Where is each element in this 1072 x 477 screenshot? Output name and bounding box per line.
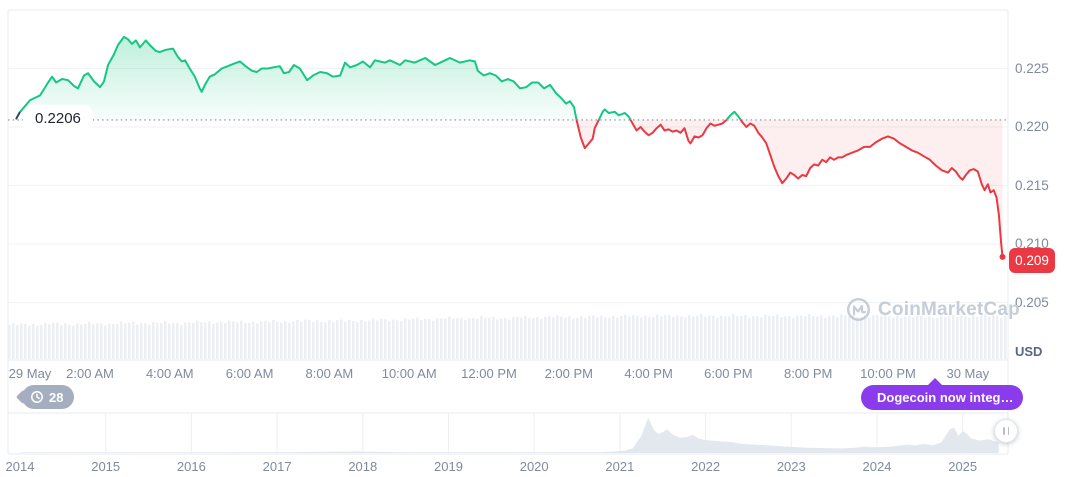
x-axis-label: 8:00 AM bbox=[305, 366, 354, 381]
year-label: 2019 bbox=[434, 459, 463, 474]
year-label: 2022 bbox=[691, 459, 721, 474]
y-axis-label: 0.220 bbox=[1015, 119, 1049, 134]
x-axis-label: 29 May bbox=[8, 366, 52, 381]
x-axis-label: 10:00 PM bbox=[860, 366, 916, 381]
cta-label: Dogecoin now integ… bbox=[877, 390, 1014, 405]
coinmarketcap-watermark: CoinMarketCap bbox=[846, 297, 1020, 322]
x-axis-label: 10:00 AM bbox=[381, 366, 437, 381]
coinmarketcap-logo bbox=[846, 297, 871, 322]
y-axis-label: 0.205 bbox=[1015, 294, 1049, 310]
year-label: 2017 bbox=[262, 459, 292, 474]
x-axis-label: 30 May bbox=[946, 366, 990, 381]
x-axis-label: 8:00 PM bbox=[783, 366, 833, 381]
year-label: 2014 bbox=[5, 459, 35, 474]
year-label: 2025 bbox=[948, 459, 978, 474]
timeline-drag-handle-icon[interactable] bbox=[994, 419, 1018, 443]
year-label: 2015 bbox=[91, 459, 121, 474]
x-axis-label: 6:00 AM bbox=[225, 366, 274, 381]
announcement-cta-button[interactable]: Dogecoin now integ… bbox=[861, 385, 1023, 410]
year-label: 2024 bbox=[862, 459, 892, 474]
current-price-badge: 0.209 bbox=[1009, 248, 1055, 273]
year-label: 2018 bbox=[348, 459, 378, 474]
history-count: 28 bbox=[49, 389, 64, 405]
year-label: 2016 bbox=[176, 459, 206, 474]
x-axis-label: 2:00 AM bbox=[66, 366, 114, 381]
y-axis-label: 0.215 bbox=[1015, 177, 1049, 193]
year-label: 2021 bbox=[605, 459, 635, 474]
watermark-text: CoinMarketCap bbox=[878, 298, 1020, 320]
y-axis-label: 0.210 bbox=[1015, 236, 1049, 251]
year-label: 2023 bbox=[776, 459, 806, 474]
x-axis-label: 2:00 PM bbox=[544, 366, 593, 381]
year-label: 2020 bbox=[519, 459, 549, 474]
x-axis-label: 4:00 PM bbox=[624, 366, 673, 381]
x-axis-label: 4:00 AM bbox=[145, 366, 194, 381]
baseline-price-label: 0.2206 bbox=[24, 106, 92, 131]
history-clock-icon bbox=[31, 391, 43, 403]
history-count-badge[interactable]: 28 bbox=[22, 385, 75, 409]
x-axis-label: 6:00 PM bbox=[704, 366, 753, 381]
cta-pointer-arrow bbox=[927, 378, 943, 386]
y-axis-unit-label: USD bbox=[1015, 344, 1043, 359]
y-axis-label: 0.225 bbox=[1015, 60, 1049, 76]
x-axis-label: 12:00 PM bbox=[461, 366, 517, 381]
